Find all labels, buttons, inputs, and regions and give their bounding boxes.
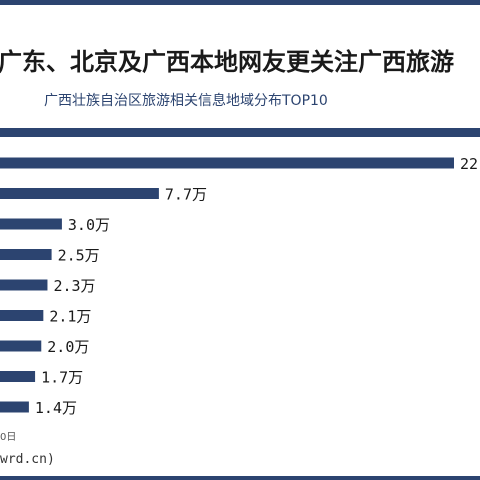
bar-8	[0, 371, 36, 382]
data-label-3: 3.0万	[68, 216, 110, 234]
top-band	[0, 0, 480, 5]
bar-2	[0, 188, 159, 199]
data-label-4: 2.5万	[58, 247, 100, 265]
data-label-5: 2.3万	[53, 277, 95, 295]
chart-subtitle: 广西壮族自治区旅游相关信息地域分布TOP10	[44, 93, 328, 109]
bottom-band	[0, 476, 480, 480]
bar-9	[0, 401, 29, 413]
bar-4	[0, 249, 52, 260]
data-label-8: 1.7万	[41, 369, 83, 387]
source-site: wrd.cn)	[0, 452, 55, 467]
data-label-7: 2.0万	[47, 338, 89, 356]
data-label-9: 1.4万	[35, 399, 77, 417]
chart-title: 广东、北京及广西本地网友更关注广西旅游	[0, 48, 454, 76]
data-label-2: 7.7万	[165, 186, 207, 204]
title-divider-band	[0, 128, 480, 137]
bar-chart: 22 7.7万 3.0万 2.5万 2.3万 2.1万 2.0万 1.7万 1.4万	[0, 155, 478, 417]
source-note: 0日	[0, 432, 17, 443]
bar-7	[0, 340, 42, 352]
bar-5	[0, 279, 48, 291]
bar-1	[0, 157, 454, 169]
bar-6	[0, 310, 44, 321]
bar-3	[0, 218, 62, 230]
data-label-1: 22	[460, 155, 478, 173]
data-label-6: 2.1万	[49, 308, 91, 326]
